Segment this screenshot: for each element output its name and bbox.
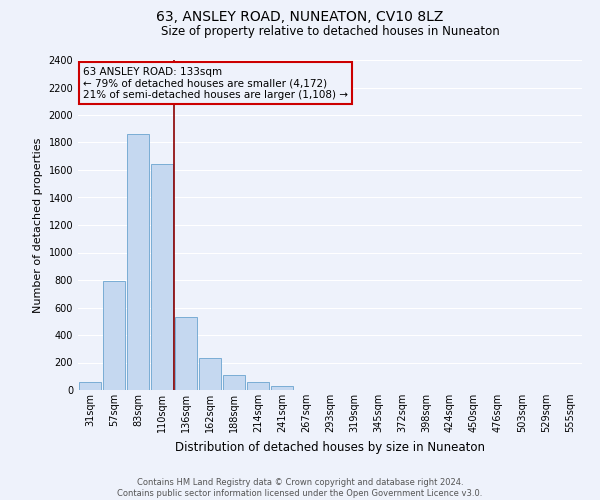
Text: 63, ANSLEY ROAD, NUNEATON, CV10 8LZ: 63, ANSLEY ROAD, NUNEATON, CV10 8LZ: [157, 10, 443, 24]
Bar: [79, 382, 101, 390]
Bar: [199, 358, 221, 390]
Bar: [151, 164, 173, 390]
Bar: [271, 386, 293, 390]
Text: Contains HM Land Registry data © Crown copyright and database right 2024.
Contai: Contains HM Land Registry data © Crown c…: [118, 478, 482, 498]
Bar: [175, 317, 197, 390]
X-axis label: Distribution of detached houses by size in Nuneaton: Distribution of detached houses by size …: [175, 440, 485, 454]
Bar: [127, 134, 149, 390]
Bar: [247, 382, 269, 390]
Bar: [103, 280, 125, 390]
Bar: [223, 375, 245, 390]
Y-axis label: Number of detached properties: Number of detached properties: [33, 138, 43, 312]
Text: 63 ANSLEY ROAD: 133sqm
← 79% of detached houses are smaller (4,172)
21% of semi-: 63 ANSLEY ROAD: 133sqm ← 79% of detached…: [83, 66, 348, 100]
Title: Size of property relative to detached houses in Nuneaton: Size of property relative to detached ho…: [161, 25, 499, 38]
